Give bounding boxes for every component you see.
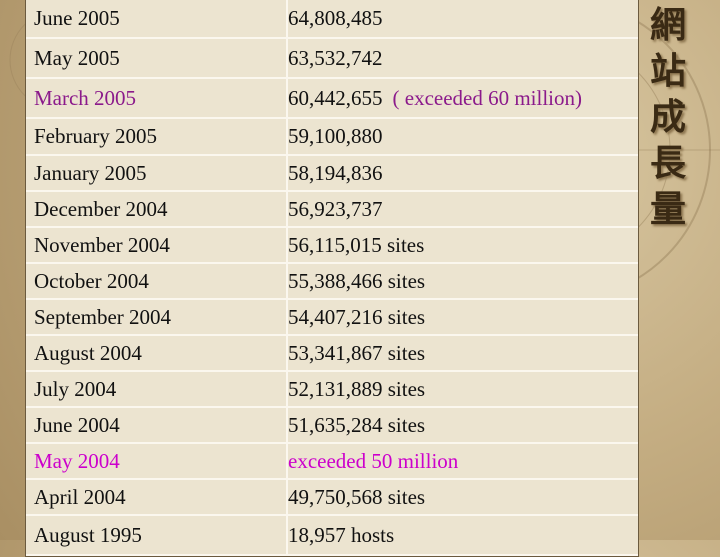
month-cell: September 2004: [26, 300, 288, 334]
month-cell: August 2004: [26, 336, 288, 370]
table-row: August 1995 18,957 hosts: [26, 516, 638, 556]
value-cell: 64,808,485: [288, 0, 383, 37]
value-text: 58,194,836: [288, 160, 383, 185]
value-cell: 49,750,568 sites: [288, 480, 425, 514]
value-cell: 60,442,655 ( exceeded 60 million): [288, 79, 582, 117]
value-cell: 59,100,880: [288, 119, 383, 154]
value-cell: 51,635,284 sites: [288, 408, 425, 442]
growth-table: June 2005 64,808,485 May 2005 63,532,742 Mar…: [25, 0, 639, 557]
value-text: exceeded 50 million: [288, 448, 459, 473]
table-row: May 2004 exceeded 50 million: [26, 444, 638, 480]
table-row: May 2005 63,532,742: [26, 39, 638, 79]
table-row: November 2004 56,115,015 sites: [26, 228, 638, 264]
table-row: February 2005 59,100,880: [26, 119, 638, 156]
value-text: 51,635,284 sites: [288, 412, 426, 437]
table-row: March 2005 60,442,655 ( exceeded 60 millio…: [26, 79, 638, 119]
month-cell: December 2004: [26, 192, 288, 226]
value-note: ( exceeded 60 million): [392, 85, 583, 110]
value-text: 55,388,466 sites: [288, 268, 426, 293]
value-text: 56,923,737: [288, 196, 383, 221]
table-row: December 2004 56,923,737: [26, 192, 638, 228]
month-cell: November 2004: [26, 228, 288, 262]
value-text: 52,131,889 sites: [288, 376, 426, 401]
value-text: 49,750,568 sites: [288, 484, 426, 509]
month-cell: April 2004: [26, 480, 288, 514]
month-cell: August 1995: [26, 516, 288, 554]
month-cell: May 2005: [26, 39, 288, 77]
value-cell: 56,923,737: [288, 192, 383, 226]
value-cell: 54,407,216 sites: [288, 300, 425, 334]
month-cell: June 2004: [26, 408, 288, 442]
table-row: October 2004 55,388,466 sites: [26, 264, 638, 300]
table-row: June 2005 64,808,485: [26, 0, 638, 39]
value-text: 18,957 hosts: [288, 522, 395, 547]
value-text: 53,341,867 sites: [288, 340, 426, 365]
month-cell: July 2004: [26, 372, 288, 406]
table-row: April 2004 49,750,568 sites: [26, 480, 638, 516]
value-cell: 56,115,015 sites: [288, 228, 424, 262]
value-cell: 63,532,742: [288, 39, 383, 77]
value-text: 60,442,655: [288, 85, 383, 110]
month-cell: January 2005: [26, 156, 288, 190]
value-text: 64,808,485: [288, 5, 383, 30]
month-cell: May 2004: [26, 444, 288, 478]
table-row: July 2004 52,131,889 sites: [26, 372, 638, 408]
side-title: 網站成長量: [649, 4, 686, 230]
value-text: 56,115,015 sites: [288, 232, 425, 257]
value-cell: 55,388,466 sites: [288, 264, 425, 298]
value-text: 63,532,742: [288, 45, 383, 70]
table-row: September 2004 54,407,216 sites: [26, 300, 638, 336]
value-cell: 53,341,867 sites: [288, 336, 425, 370]
value-text: 59,100,880: [288, 124, 383, 148]
value-cell: 58,194,836: [288, 156, 383, 190]
value-cell: exceeded 50 million: [288, 444, 458, 478]
table-row: August 2004 53,341,867 sites: [26, 336, 638, 372]
value-text: 54,407,216 sites: [288, 304, 426, 329]
value-cell: 18,957 hosts: [288, 516, 394, 554]
month-cell: March 2005: [26, 79, 288, 117]
month-cell: February 2005: [26, 119, 288, 154]
month-cell: October 2004: [26, 264, 288, 298]
table-row: June 2004 51,635,284 sites: [26, 408, 638, 444]
table-row: January 2005 58,194,836: [26, 156, 638, 192]
month-cell: June 2005: [26, 0, 288, 37]
value-cell: 52,131,889 sites: [288, 372, 425, 406]
